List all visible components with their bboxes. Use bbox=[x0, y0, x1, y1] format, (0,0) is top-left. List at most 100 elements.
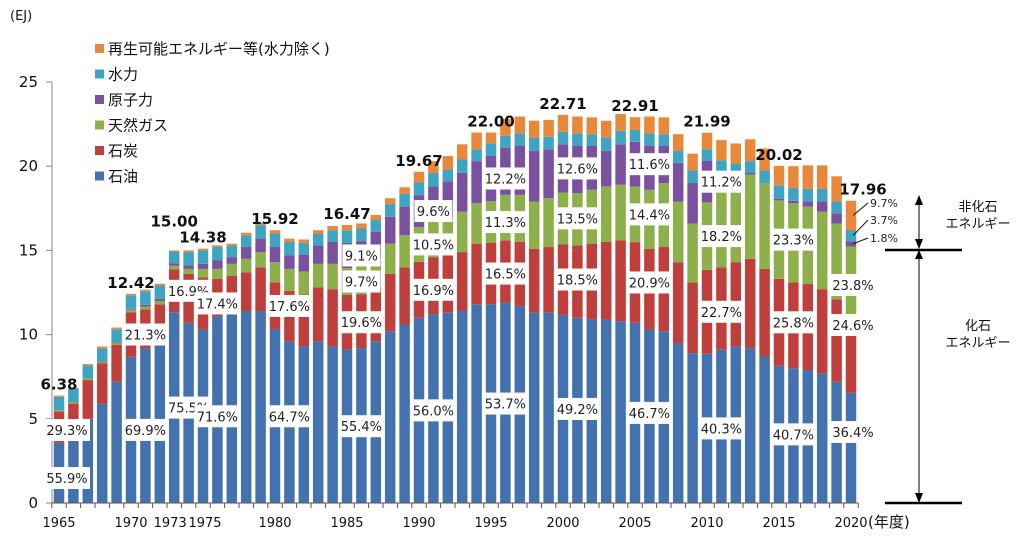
bar-segment-renew-2006 bbox=[644, 116, 655, 134]
bar-segment-hydro-1986 bbox=[356, 228, 367, 242]
percent-label-box bbox=[338, 311, 385, 334]
x-tick-label-2010: 2010 bbox=[690, 516, 723, 531]
bar-segment-gas-1981 bbox=[284, 268, 295, 291]
bar-segment-gas-1993 bbox=[456, 211, 468, 253]
leader-line bbox=[852, 219, 869, 236]
bar-segment-renew-2019 bbox=[831, 176, 842, 202]
bar-segment-gas-1984 bbox=[327, 263, 338, 290]
y-tick-label: 0 bbox=[28, 494, 38, 512]
bar-segment-coal-1989 bbox=[399, 267, 410, 325]
x-tick-label-1995: 1995 bbox=[474, 516, 507, 531]
percent-label-box bbox=[830, 274, 876, 296]
bar-segment-renew-2015 bbox=[773, 165, 785, 186]
legend-label-hydro: 水力 bbox=[108, 66, 138, 84]
bar-segment-oil-1984 bbox=[327, 346, 338, 503]
percent-label: 19.6% bbox=[341, 316, 382, 331]
bar-segment-hydro-2016 bbox=[788, 188, 799, 201]
bar-segment-oil-1989 bbox=[399, 324, 410, 503]
bar-segment-gas-1976 bbox=[212, 268, 223, 280]
percent-label-box bbox=[626, 153, 673, 176]
bar-segment-nuclear-1972 bbox=[154, 298, 166, 301]
bar-segment-coal-1968 bbox=[96, 363, 108, 404]
bar-segment-hydro-1971 bbox=[140, 291, 151, 305]
total-label-2020: 17.96 bbox=[839, 181, 886, 199]
percent-label: 11.3% bbox=[485, 216, 526, 231]
bar-segment-nuclear-2017 bbox=[802, 201, 814, 207]
bar-segment-hydro-1981 bbox=[284, 241, 295, 256]
bar-segment-oil-1969 bbox=[111, 381, 122, 503]
bar-segment-coal-2020 bbox=[845, 318, 857, 393]
percent-label: 40.7% bbox=[773, 428, 814, 443]
bar-segment-renew-1980 bbox=[269, 230, 281, 234]
percent-label: 64.7% bbox=[269, 410, 310, 425]
bar-segment-coal-2008 bbox=[672, 262, 684, 344]
bar-segment-renew-2000 bbox=[557, 114, 569, 132]
bar-segment-nuclear-2013 bbox=[744, 172, 756, 175]
arrow-down-icon bbox=[915, 493, 923, 503]
total-label-1980: 15.92 bbox=[251, 210, 298, 228]
bar-segment-nuclear-1974 bbox=[183, 265, 194, 269]
bar-segment-gas-1965 bbox=[53, 410, 65, 412]
y-tick-label: 10 bbox=[19, 326, 38, 344]
bar-segment-gas-2013 bbox=[744, 174, 756, 259]
bar-segment-renew-1992 bbox=[442, 156, 454, 170]
bar-segment-renew-1986 bbox=[356, 223, 367, 229]
bar-segment-renew-1993 bbox=[456, 144, 468, 160]
percent-label: 1.8% bbox=[870, 232, 898, 245]
percent-label-box bbox=[554, 397, 601, 420]
percent-label-box bbox=[698, 225, 745, 248]
bar-segment-renew-1994 bbox=[471, 132, 482, 150]
bar-segment-hydro-1974 bbox=[183, 252, 194, 266]
percent-label-box bbox=[830, 421, 876, 443]
bar-segment-renew-1969 bbox=[111, 327, 122, 330]
bar-segment-hydro-1997 bbox=[514, 133, 526, 146]
percent-label: 29.3% bbox=[46, 424, 87, 439]
bar-segment-hydro-2019 bbox=[831, 201, 842, 214]
bar-segment-nuclear-2004 bbox=[615, 144, 626, 185]
bar-segment-renew-1998 bbox=[528, 120, 540, 138]
legend-swatch-oil bbox=[95, 171, 104, 181]
bar-segment-gas-1972 bbox=[154, 300, 166, 305]
bar-segment-hydro-1973 bbox=[168, 251, 180, 264]
bar-segment-nuclear-1999 bbox=[543, 149, 554, 199]
bar-segment-nuclear-1971 bbox=[140, 304, 151, 307]
bar-segment-hydro-2010 bbox=[701, 149, 713, 161]
bar-segment-hydro-1988 bbox=[384, 204, 396, 217]
y-tick-label: 5 bbox=[28, 410, 38, 428]
bar-segment-hydro-1985 bbox=[341, 230, 353, 243]
percent-label: 9.7% bbox=[870, 197, 898, 210]
bar-segment-coal-1988 bbox=[384, 273, 396, 332]
percent-label-box bbox=[554, 268, 601, 291]
bar-segment-hydro-1989 bbox=[399, 193, 410, 207]
bar-segment-hydro-2008 bbox=[672, 151, 684, 163]
bar-segment-hydro-2012 bbox=[730, 163, 742, 176]
y-axis-unit-label: (EJ) bbox=[10, 9, 32, 24]
bar-segment-hydro-1992 bbox=[442, 169, 454, 182]
percent-label-box bbox=[122, 418, 169, 441]
percent-label: 11.2% bbox=[701, 176, 742, 191]
bar-segment-renew-1981 bbox=[284, 238, 295, 242]
percent-label-box bbox=[770, 228, 817, 251]
bar-segment-gas-1989 bbox=[399, 235, 410, 268]
percent-label: 13.5% bbox=[557, 212, 598, 227]
total-label-2015: 20.02 bbox=[755, 146, 802, 164]
bar-segment-gas-1971 bbox=[140, 306, 151, 310]
percent-label: 36.4% bbox=[832, 426, 873, 441]
bar-segment-nuclear-1973 bbox=[168, 263, 180, 266]
bar-segment-hydro-1999 bbox=[543, 136, 554, 150]
bar-segment-renew-1976 bbox=[212, 245, 223, 248]
bar-segment-nuclear-1981 bbox=[284, 255, 295, 269]
bar-segment-hydro-2013 bbox=[744, 161, 756, 173]
bar-segment-hydro-1978 bbox=[240, 235, 252, 248]
bar-segment-gas-2008 bbox=[672, 201, 684, 263]
percent-label: 16.9% bbox=[413, 284, 454, 299]
bar-segment-hydro-2009 bbox=[687, 170, 698, 184]
bar-segment-nuclear-1979 bbox=[255, 238, 266, 253]
bar-segment-nuclear-2015 bbox=[773, 198, 785, 201]
bar-segment-oil-1983 bbox=[312, 341, 324, 503]
bar-segment-gas-1979 bbox=[255, 252, 266, 268]
bar-segment-coal-1993 bbox=[456, 252, 468, 312]
bar-segment-hydro-1975 bbox=[197, 250, 209, 264]
bar-segment-hydro-1984 bbox=[327, 230, 338, 242]
bar-segment-renew-2004 bbox=[615, 114, 626, 131]
